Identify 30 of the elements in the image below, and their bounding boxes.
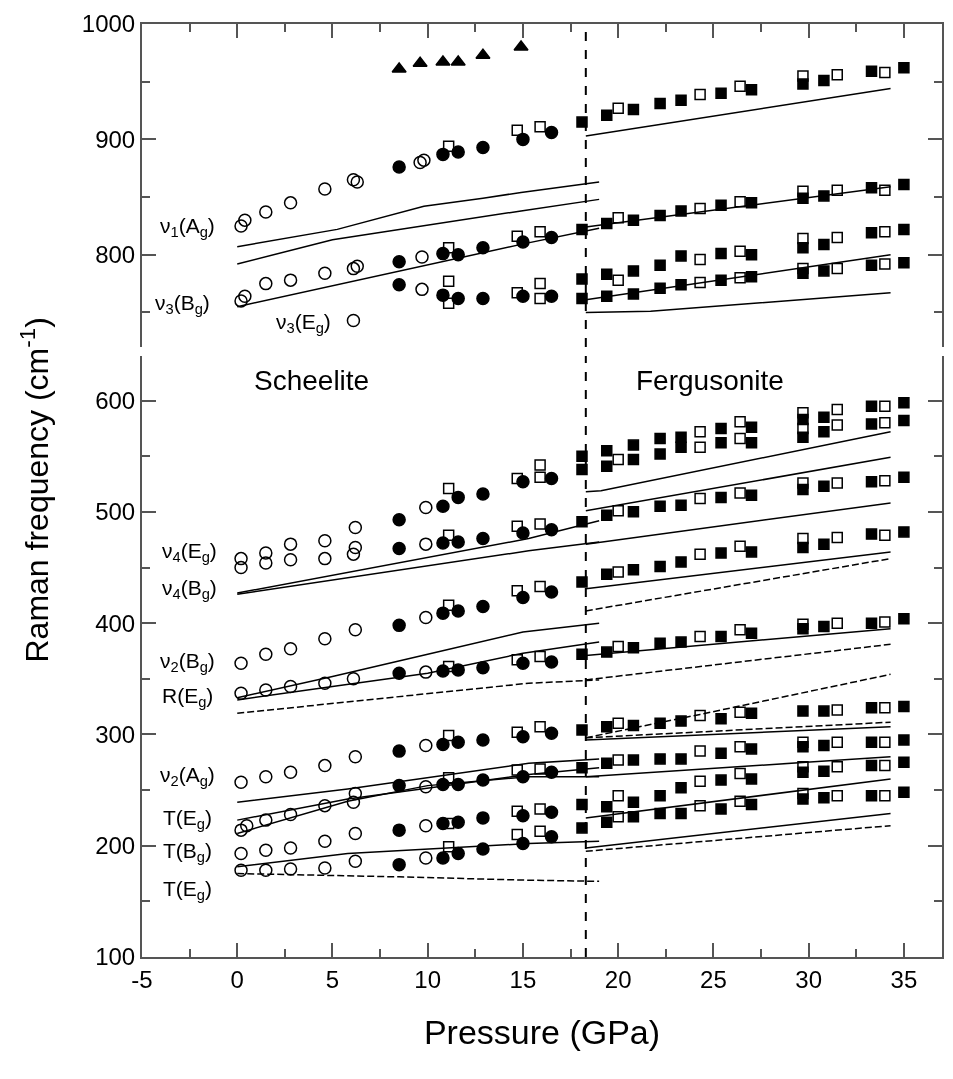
annotation: ν$_{3}$(E$_{g}$)	[276, 310, 331, 337]
y-tick-label: 500	[95, 498, 136, 526]
x-tick-label: 5	[325, 965, 340, 993]
annotation: ν$_{2}$(A$_{g}$)	[160, 763, 215, 790]
annotation: Scheelite	[254, 365, 370, 396]
y-tick-label: 600	[95, 386, 136, 414]
x-tick-label: 10	[414, 965, 442, 993]
x-tick-label: 15	[509, 965, 537, 993]
y-tick-label: 1000	[81, 10, 136, 38]
x-tick-label: 30	[795, 965, 823, 993]
annotation: ν$_{2}$(B$_{g}$)	[160, 649, 215, 676]
y-tick-label: 400	[95, 609, 136, 637]
annotation: ν$_{4}$(B$_{g}$)	[162, 576, 217, 603]
annotation: T(B$_{g}$)	[163, 839, 212, 866]
annotation: T(E$_{g}$)	[163, 806, 212, 833]
y-tick-label: 900	[95, 125, 136, 153]
annotation: ν$_{4}$(E$_{g}$)	[162, 539, 217, 566]
annotation: T(E$_{g}$)	[163, 877, 212, 904]
x-tick-label: 25	[700, 965, 727, 993]
annotation: Fergusonite	[636, 365, 784, 396]
annotation: ν$_{1}$(A$_{g}$)	[160, 214, 215, 241]
x-tick-label: 35	[890, 965, 918, 993]
y-tick-label: 800	[95, 241, 136, 269]
x-tick-label: 0	[230, 965, 244, 993]
y-tick-label: 300	[95, 720, 136, 748]
y-tick-label: 200	[95, 832, 136, 860]
x-axis-title: Pressure (GPa)	[423, 1012, 661, 1051]
annotation: R(E$_{g}$)	[162, 684, 214, 711]
x-tick-label: 20	[604, 965, 632, 993]
annotation: ν$_{3}$(B$_{g}$)	[155, 291, 210, 318]
